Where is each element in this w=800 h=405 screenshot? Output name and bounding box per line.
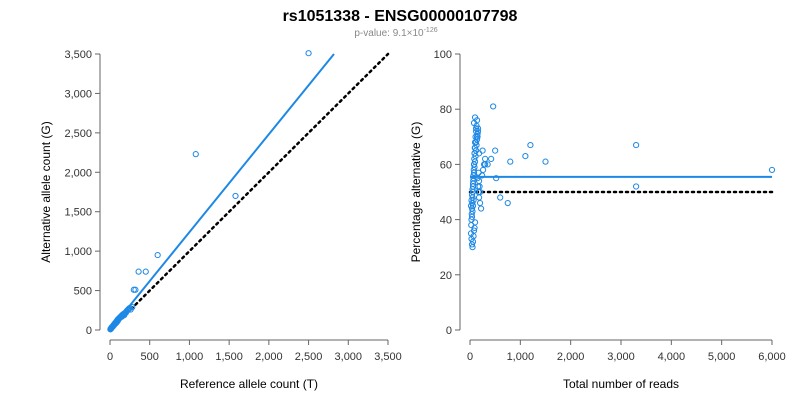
data-point [474, 125, 482, 132]
data-point [493, 175, 500, 182]
x-tick-label: 2,000 [557, 351, 585, 363]
data-point [542, 158, 549, 165]
data-point [470, 227, 478, 234]
data-point [471, 219, 479, 226]
right-scatter-panel: 0 20 40 60 80 100 0 1,000 2,000 3,000 4,000 5,000 6,… [409, 49, 786, 391]
x-tick-label: 4,000 [658, 351, 686, 363]
y-tick-label: 100 [434, 49, 452, 61]
pvalue-exponent: -126 [424, 27, 438, 34]
left-scatter-panel: 0 500 1,000 1,500 2,000 2,500 3,000 3,500 0 500 1,… [39, 49, 402, 391]
data-point [482, 161, 489, 168]
y-tick-label: 20 [440, 270, 452, 282]
y-tick-label: 0 [446, 325, 452, 337]
data-point [468, 241, 476, 248]
y-tick-label: 3,000 [64, 88, 92, 100]
data-point [132, 286, 139, 293]
data-point [232, 192, 239, 200]
data-point [154, 251, 161, 259]
x-tick-label: 2,000 [255, 351, 283, 363]
pvalue-label: p-value: 9.1×10-126 [354, 27, 437, 39]
y-tick-label: 3,500 [64, 49, 92, 61]
data-point [479, 147, 486, 154]
y-tick-label: 1,000 [64, 246, 92, 258]
data-point [475, 169, 482, 176]
y-tick-label: 40 [440, 215, 452, 227]
data-point [120, 311, 127, 318]
data-point [490, 103, 497, 110]
data-point [472, 125, 480, 132]
data-point [477, 205, 485, 212]
data-point [633, 141, 640, 149]
x-tick-label: 0 [107, 351, 113, 363]
x-tick-label: 6,000 [758, 351, 786, 363]
y-axis-title: Percentage alternative (G) [409, 122, 423, 263]
data-point [471, 114, 479, 121]
data-point [142, 268, 149, 275]
chart-title: rs1051338 - ENSG00000107798 [283, 8, 518, 25]
x-axis-title: Total number of reads [563, 377, 679, 391]
x-tick-label: 2,500 [295, 351, 323, 363]
data-point [504, 199, 511, 207]
y-axis-title: Alternative allele count (G) [39, 121, 53, 262]
data-point [476, 199, 484, 207]
x-tick-label: 1,000 [176, 351, 204, 363]
data-point [484, 161, 491, 168]
reference-line [108, 52, 390, 332]
x-axis-title: Reference allele count (T) [180, 377, 318, 391]
data-point [470, 161, 478, 168]
y-tick-label: 2,500 [64, 128, 92, 140]
x-tick-label: 3,000 [335, 351, 363, 363]
y-tick-label: 60 [440, 159, 452, 171]
y-tick-label: 80 [440, 104, 452, 116]
data-point [768, 166, 776, 174]
data-point [135, 268, 142, 275]
data-point [633, 183, 640, 190]
data-point [474, 133, 481, 140]
x-tick-label: 3,000 [607, 351, 635, 363]
y-tick-label: 500 [74, 286, 92, 298]
y-tick-label: 0 [86, 325, 92, 337]
x-tick-label: 0 [467, 351, 473, 363]
data-point [497, 194, 504, 201]
x-tick-label: 3,500 [374, 351, 402, 363]
data-point [522, 153, 529, 160]
data-point [488, 155, 495, 162]
data-point [527, 141, 534, 149]
data-point [492, 147, 499, 154]
x-tick-label: 1,000 [507, 351, 535, 363]
data-point [305, 50, 312, 57]
x-tick-label: 1,500 [215, 351, 243, 363]
x-tick-label: 500 [141, 351, 159, 363]
data-point [475, 194, 483, 201]
y-tick-label: 1,500 [64, 207, 92, 219]
data-point [470, 197, 477, 204]
data-point [507, 158, 514, 165]
y-tick-label: 2,000 [64, 167, 92, 179]
pvalue-prefix: p-value: 9.1×10 [354, 28, 424, 39]
fit-line [109, 53, 335, 331]
data-point [476, 188, 484, 196]
data-point [482, 155, 489, 162]
data-point [192, 151, 199, 158]
x-tick-label: 5,000 [708, 351, 736, 363]
